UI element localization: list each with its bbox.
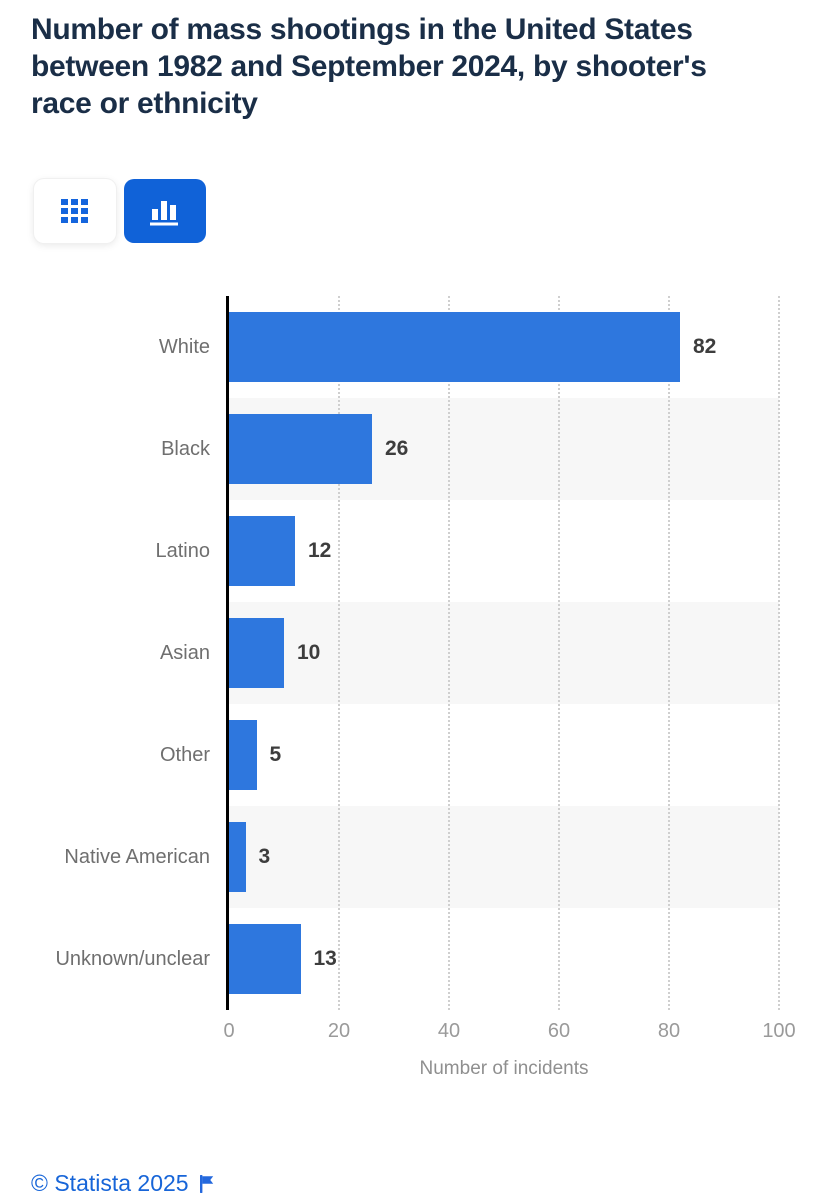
value-label-black: 26 (385, 437, 409, 460)
category-label-asian: Asian (159, 642, 210, 664)
gridline-100 (778, 296, 780, 1010)
value-label-asian: 10 (297, 641, 321, 664)
category-labels: White Black Latino Asian Other Native America… (0, 296, 210, 1010)
x-tick-label-60: 60 (547, 1020, 571, 1042)
bar-native-american[interactable] (229, 822, 246, 892)
flag-icon[interactable] (198, 1174, 215, 1194)
value-label-latino: 12 (308, 539, 332, 562)
x-axis-label: Number of incidents (419, 1058, 589, 1079)
row-band (229, 806, 779, 908)
bar-latino[interactable] (229, 516, 295, 586)
value-label-other: 5 (269, 743, 282, 766)
gridline-40 (448, 296, 450, 1010)
category-label-black: Black (161, 438, 210, 460)
view-toggle (34, 179, 206, 243)
value-label-unknown-unclear: 13 (313, 947, 337, 970)
gridline-60 (558, 296, 560, 1010)
x-tick-label-20: 20 (327, 1020, 351, 1042)
bar-chart-icon (150, 201, 178, 226)
value-label-native-american: 3 (258, 845, 271, 868)
chart-title-line: between 1982 and September 2024, by shoo… (31, 50, 707, 83)
x-tick-label-80: 80 (657, 1020, 681, 1042)
bar-white[interactable] (229, 312, 680, 382)
bar-other[interactable] (229, 720, 257, 790)
category-label-white: White (158, 336, 210, 358)
grid-icon (61, 198, 88, 223)
category-label-other: Other (159, 744, 210, 766)
plot-area: 82 26 12 10 5 3 13 (226, 296, 812, 1010)
x-axis-ticks: 0 20 40 60 80 100 (223, 1020, 795, 1046)
x-tick-label-40: 40 (437, 1020, 461, 1042)
x-tick-label-0: 0 (223, 1020, 235, 1042)
gridline-20 (338, 296, 340, 1010)
table-view-button[interactable] (34, 179, 116, 243)
chart-title: Number of mass shootings in the United S… (31, 11, 707, 122)
row-band (229, 602, 779, 704)
chart-view-button[interactable] (124, 179, 206, 243)
x-tick-label-100: 100 (762, 1020, 796, 1042)
statista-copyright-link[interactable]: © Statista 2025 (31, 1170, 189, 1196)
footer: © Statista 2025 (31, 1170, 215, 1197)
gridline-80 (668, 296, 670, 1010)
bar-asian[interactable] (229, 618, 284, 688)
value-label-white: 82 (693, 335, 717, 358)
category-label-native-american: Native American (64, 846, 210, 868)
chart-title-line: Number of mass shootings in the United S… (31, 13, 693, 46)
category-label-latino: Latino (155, 540, 211, 562)
bar-black[interactable] (229, 414, 372, 484)
chart-title-line: race or ethnicity (31, 87, 258, 120)
bar-unknown-unclear[interactable] (229, 924, 301, 994)
category-label-unknown-unclear: Unknown/unclear (55, 948, 210, 970)
